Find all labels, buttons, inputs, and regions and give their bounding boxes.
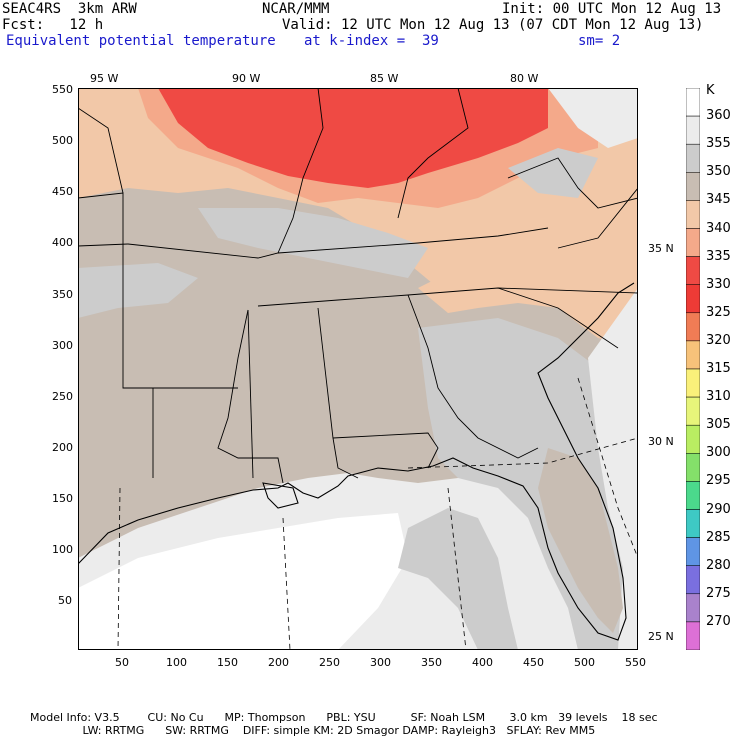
contour-340-east — [418, 218, 638, 348]
contour-355-ne — [548, 88, 638, 148]
lat-label-25n: 25 N — [648, 630, 674, 643]
y-tick-350: 350 — [52, 288, 73, 301]
x-tick-150: 150 — [217, 656, 238, 669]
legend-swatch — [686, 453, 700, 482]
legend-label: 355 — [706, 136, 731, 152]
legend-label: 325 — [706, 304, 731, 320]
x-tick-400: 400 — [472, 656, 493, 669]
legend-label: 285 — [706, 529, 731, 545]
legend-swatch — [686, 312, 700, 342]
legend-label: 310 — [706, 389, 731, 405]
legend-label: 320 — [706, 332, 731, 348]
legend-label: 360 — [706, 108, 731, 124]
model-title: SEAC4RS 3km ARW — [2, 1, 137, 17]
legend-swatch — [686, 621, 700, 650]
lon-label-90w: 90 W — [232, 72, 261, 85]
y-tick-450: 450 — [52, 185, 73, 198]
y-tick-550: 550 — [52, 83, 73, 96]
legend-label: 270 — [706, 613, 731, 629]
color-legend — [686, 88, 700, 650]
forecast-hour: Fcst: 12 h — [2, 17, 104, 33]
contour-330 — [158, 88, 548, 188]
legend-swatch — [686, 368, 700, 398]
lon-label-85w: 85 W — [370, 72, 399, 85]
lon-label-95w: 95 W — [90, 72, 119, 85]
legend-swatch — [686, 115, 700, 145]
legend-swatch — [686, 565, 700, 595]
florida-peninsula — [538, 448, 623, 633]
legend-swatch — [686, 593, 700, 623]
legend-unit: K — [706, 83, 715, 98]
legend-label: 350 — [706, 164, 731, 180]
organization: NCAR/MMM — [262, 1, 330, 17]
coastlines — [78, 282, 635, 641]
legend-swatch — [686, 200, 700, 229]
smoothing: sm= 2 — [578, 33, 621, 49]
legend-swatch — [686, 396, 700, 426]
legend-swatch — [686, 424, 700, 454]
legend-label: 280 — [706, 557, 731, 573]
valid-time: Valid: 12 UTC Mon 12 Aug 13 (07 CDT Mon … — [282, 17, 704, 33]
contour-360-gulf — [78, 513, 408, 650]
model-info-line2: LW: RRTMG SW: RRTMG DIFF: simple KM: 2D … — [30, 724, 596, 737]
legend-label: 330 — [706, 276, 731, 292]
x-tick-100: 100 — [166, 656, 187, 669]
y-tick-100: 100 — [52, 543, 73, 556]
x-tick-350: 350 — [421, 656, 442, 669]
legend-swatch — [686, 284, 700, 314]
legend-label: 275 — [706, 585, 731, 601]
legend-label: 340 — [706, 220, 731, 236]
y-tick-50: 50 — [58, 594, 72, 607]
x-tick-250: 250 — [319, 656, 340, 669]
lat-label-35n: 35 N — [648, 242, 674, 255]
lon-label-80w: 80 W — [510, 72, 539, 85]
legend-label: 305 — [706, 417, 731, 433]
latlon-grid — [117, 377, 638, 650]
legend-label: 335 — [706, 248, 731, 264]
x-tick-50: 50 — [115, 656, 129, 669]
x-tick-450: 450 — [523, 656, 544, 669]
y-tick-300: 300 — [52, 339, 73, 352]
legend-swatch — [686, 481, 700, 510]
map-frame — [78, 88, 638, 650]
x-tick-200: 200 — [268, 656, 289, 669]
legend-swatch — [686, 172, 700, 201]
field-name: Equivalent potential temperature — [6, 33, 276, 49]
legend-label: 345 — [706, 192, 731, 208]
legend-swatch — [686, 256, 700, 285]
theta-e-map — [78, 88, 638, 650]
contour-355-atlantic — [588, 288, 638, 650]
legend-swatch — [686, 228, 700, 257]
y-tick-200: 200 — [52, 441, 73, 454]
y-tick-150: 150 — [52, 492, 73, 505]
legend-swatch — [686, 143, 700, 173]
legend-swatch — [686, 340, 700, 370]
state-borders — [78, 88, 638, 484]
legend-label: 315 — [706, 361, 731, 376]
contour-350-central — [198, 208, 428, 278]
legend-swatch — [686, 88, 700, 117]
contour-350-west — [78, 263, 198, 318]
y-tick-400: 400 — [52, 236, 73, 249]
legend-label: 295 — [706, 473, 731, 489]
legend-swatch — [686, 509, 700, 538]
y-tick-500: 500 — [52, 134, 73, 147]
legend-label: 300 — [706, 445, 731, 461]
x-tick-550: 550 — [625, 656, 646, 669]
model-info-line1: Model Info: V3.5 CU: No Cu MP: Thompson … — [30, 711, 658, 724]
legend-label: 290 — [706, 501, 731, 517]
y-tick-250: 250 — [52, 390, 73, 403]
legend-swatch — [686, 537, 700, 566]
init-time: Init: 00 UTC Mon 12 Aug 13 — [502, 1, 722, 17]
lat-label-30n: 30 N — [648, 435, 674, 448]
x-tick-300: 300 — [370, 656, 391, 669]
level-index: at k-index = 39 — [304, 33, 439, 49]
contour-350-ne — [508, 148, 598, 198]
x-tick-500: 500 — [574, 656, 595, 669]
